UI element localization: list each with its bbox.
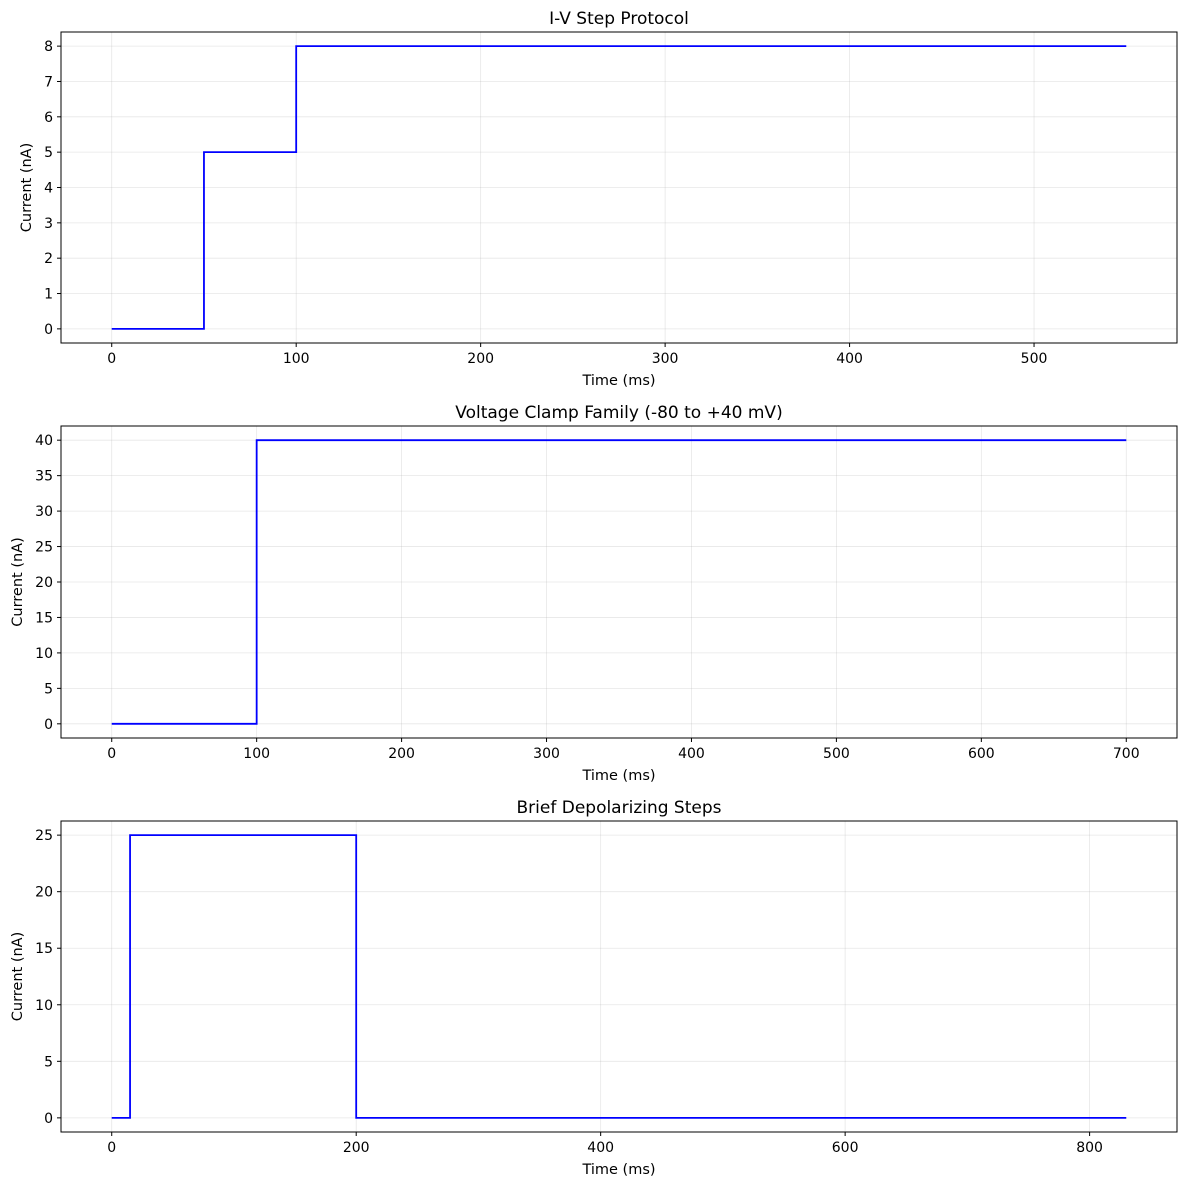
y-tick-label: 4 xyxy=(44,181,53,197)
ticks: 0 100 200 300 400 500 600 700 0 5 10 15 20 25 30 35 40 xyxy=(35,433,1139,762)
y-tick-label: 40 xyxy=(35,433,53,449)
x-tick-label: 600 xyxy=(832,1140,859,1156)
gridlines xyxy=(61,32,1177,343)
y-tick-label: 15 xyxy=(35,610,53,626)
y-tick-label: 25 xyxy=(35,828,53,844)
y-axis-label: Current (nA) xyxy=(10,932,26,1022)
chart-title: I-V Step Protocol xyxy=(549,9,689,29)
chart-title: Voltage Clamp Family (-80 to +40 mV) xyxy=(455,403,782,423)
series-line xyxy=(111,45,1127,330)
y-tick-label: 10 xyxy=(35,646,53,662)
y-tick-label: 2 xyxy=(44,251,53,267)
y-tick-label: 5 xyxy=(44,681,53,697)
x-tick-label: 400 xyxy=(678,746,705,762)
x-axis-label: Time (ms) xyxy=(581,1162,655,1178)
x-tick-label: 400 xyxy=(587,1140,614,1156)
x-tick-label: 300 xyxy=(652,351,679,367)
y-tick-label: 6 xyxy=(44,110,53,126)
y-axis-label: Current (nA) xyxy=(19,143,35,233)
x-tick-label: 700 xyxy=(1113,746,1140,762)
y-tick-label: 20 xyxy=(35,885,53,901)
y-tick-label: 7 xyxy=(44,74,53,90)
y-tick-label: 25 xyxy=(35,540,53,556)
gridlines xyxy=(61,426,1177,738)
x-tick-label: 100 xyxy=(283,351,310,367)
x-tick-label: 200 xyxy=(388,746,415,762)
x-tick-label: 600 xyxy=(968,746,995,762)
gridlines xyxy=(61,821,1177,1132)
y-tick-label: 0 xyxy=(44,322,53,338)
y-tick-label: 15 xyxy=(35,941,53,957)
y-tick-label: 5 xyxy=(44,1054,53,1070)
x-tick-label: 0 xyxy=(107,746,116,762)
x-tick-label: 300 xyxy=(533,746,560,762)
series-line xyxy=(111,439,1127,725)
y-tick-label: 8 xyxy=(44,39,53,55)
x-tick-label: 400 xyxy=(836,351,863,367)
x-axis-label: Time (ms) xyxy=(581,373,655,389)
x-tick-label: 200 xyxy=(467,351,494,367)
chart-title: Brief Depolarizing Steps xyxy=(517,798,722,818)
plot-frame xyxy=(60,425,1178,739)
y-tick-label: 1 xyxy=(44,287,53,303)
x-tick-label: 800 xyxy=(1076,1140,1103,1156)
y-tick-label: 5 xyxy=(44,145,53,161)
y-tick-label: 30 xyxy=(35,504,53,520)
x-tick-label: 500 xyxy=(1021,351,1048,367)
chart-panel-brief-steps: Brief Depolarizing Steps Time (ms) Curre… xyxy=(10,798,1178,1178)
y-tick-label: 20 xyxy=(35,575,53,591)
ticks: 0 200 400 600 800 0 5 10 15 20 25 xyxy=(35,828,1103,1156)
plot-frame xyxy=(60,820,1178,1133)
x-tick-label: 100 xyxy=(243,746,270,762)
x-tick-label: 0 xyxy=(107,1140,116,1156)
y-tick-label: 35 xyxy=(35,469,53,485)
y-tick-label: 0 xyxy=(44,717,53,733)
plot-frame xyxy=(60,31,1178,344)
x-tick-label: 200 xyxy=(343,1140,370,1156)
x-tick-label: 500 xyxy=(823,746,850,762)
x-tick-label: 0 xyxy=(107,351,116,367)
series-line xyxy=(111,834,1127,1119)
y-tick-label: 10 xyxy=(35,998,53,1014)
x-axis-label: Time (ms) xyxy=(581,768,655,784)
y-tick-label: 0 xyxy=(44,1111,53,1127)
y-axis-label: Current (nA) xyxy=(10,537,26,627)
chart-panel-voltage-clamp: Voltage Clamp Family (-80 to +40 mV) Tim… xyxy=(10,403,1178,784)
y-tick-label: 3 xyxy=(44,216,53,232)
chart-panel-iv-step: I-V Step Protocol Time (ms) Current (nA)… xyxy=(19,9,1178,389)
ticks: 0 100 200 300 400 500 0 1 2 3 4 5 6 7 8 xyxy=(44,39,1047,367)
